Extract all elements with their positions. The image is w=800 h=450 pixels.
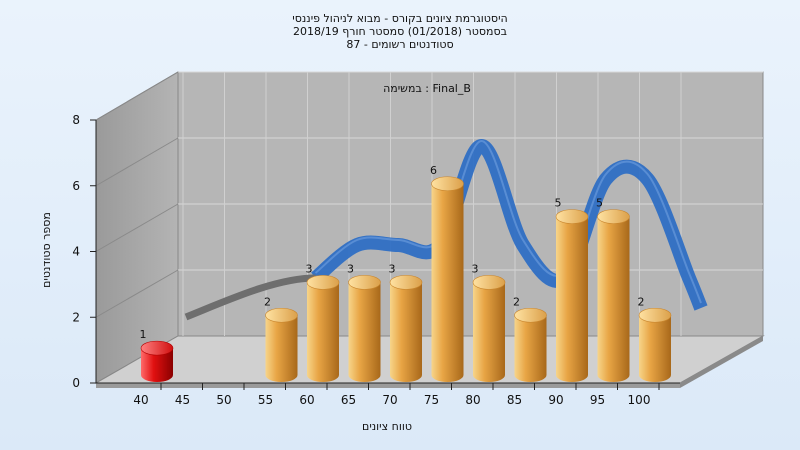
bar-top — [514, 307, 547, 323]
grid-line-side — [95, 137, 179, 187]
x-ticks: 40 45 50 55 60 65 70 75 80 85 90 95 100 — [133, 383, 660, 407]
bar-40: 1 — [140, 328, 174, 382]
trend-ribbon — [310, 139, 708, 311]
x-tick-label: 45 — [175, 393, 190, 407]
bar-value-label: 6 — [430, 164, 437, 177]
bar-top — [638, 307, 672, 323]
bars: 1 2 3 3 3 6 3 2 5 5 2 — [140, 164, 672, 382]
x-tick-label: 100 — [628, 393, 651, 407]
right-floor-edge — [680, 336, 763, 388]
bar-value-label: 2 — [638, 295, 645, 308]
bar-top — [306, 275, 340, 290]
title-line-2: בסמסטר (01/2018) סמסטר חורף 2018/19 — [293, 25, 507, 38]
bar-top — [431, 176, 464, 192]
bar-100: 2 — [638, 295, 672, 382]
bar-body — [473, 282, 505, 382]
x-tick-label: 90 — [548, 393, 563, 407]
bar-75: 6 — [430, 164, 464, 382]
bar-65: 3 — [347, 262, 381, 382]
bar-top — [597, 209, 630, 224]
bar-top — [348, 275, 381, 290]
x-tick-label: 80 — [465, 393, 480, 407]
bar-top — [265, 307, 298, 323]
bar-body — [431, 183, 464, 382]
bar-body — [597, 216, 630, 382]
bar-top — [472, 275, 506, 290]
chart-title: היסטוגרמת ציונים בקורס - מבוא לניהול פינ… — [292, 12, 507, 51]
grid-lines — [95, 71, 763, 336]
grid-line-side — [95, 203, 179, 252]
floor-edge — [96, 383, 680, 388]
bar-value-label: 3 — [306, 262, 313, 275]
bar-value-label: 2 — [513, 295, 520, 308]
x-tick-label: 50 — [216, 393, 231, 407]
x-tick-label: 75 — [424, 393, 439, 407]
grid-line-side — [95, 269, 179, 318]
bar-body — [307, 282, 339, 382]
bar-80: 3 — [472, 262, 506, 382]
bar-top — [389, 275, 423, 290]
title-line-3: סטודנטים רשומים - 87 — [346, 38, 453, 51]
x-tick-label: 65 — [341, 393, 356, 407]
bar-55: 2 — [264, 295, 298, 382]
bar-body — [348, 282, 381, 382]
bar-85: 2 — [513, 295, 547, 382]
x-tick-label: 60 — [299, 393, 314, 407]
x-tick-label: 95 — [590, 393, 605, 407]
bar-95: 5 — [596, 197, 630, 382]
bar-top — [555, 209, 589, 224]
bar-body — [556, 216, 588, 382]
y-tick-label: 4 — [72, 245, 80, 259]
x-tick-label: 40 — [133, 393, 148, 407]
grid-line-side — [95, 71, 179, 121]
bar-value-label: 3 — [472, 262, 479, 275]
bar-90: 5 — [555, 197, 589, 382]
x-tick-label: 85 — [507, 393, 522, 407]
y-axis-title: מספר סטודנטים — [40, 212, 53, 288]
y-ticks: 0 2 4 6 8 — [72, 113, 96, 390]
bar-value-label: 3 — [347, 262, 354, 275]
x-axis-title: טווח ציונים — [362, 420, 412, 433]
x-tick-label: 55 — [258, 393, 273, 407]
bar-value-label: 5 — [596, 197, 603, 210]
plot-subtitle: במשימה : Final_B — [383, 82, 471, 95]
bar-value-label: 5 — [555, 197, 562, 210]
trend-ribbon-highlight — [314, 139, 702, 304]
y-tick-label: 2 — [72, 310, 80, 324]
x-tick-label: 70 — [382, 393, 397, 407]
bar-body — [514, 315, 547, 382]
trend-ribbon-grey — [184, 274, 316, 321]
bar-top — [140, 340, 174, 356]
bar-70: 3 — [389, 262, 423, 382]
y-tick-label: 8 — [72, 113, 80, 127]
y-tick-label: 0 — [72, 376, 80, 390]
trend-band — [184, 139, 708, 321]
bar-value-label: 2 — [264, 295, 271, 308]
bar-body — [141, 348, 173, 382]
bar-body — [390, 282, 422, 382]
bar-value-label: 3 — [389, 262, 396, 275]
bar-body — [265, 315, 298, 382]
bar-body — [639, 315, 671, 382]
y-tick-label: 6 — [72, 179, 80, 193]
bar-value-label: 1 — [140, 328, 147, 341]
title-line-1: היסטוגרמת ציונים בקורס - מבוא לניהול פינ… — [292, 12, 507, 25]
bar-60: 3 — [306, 262, 340, 382]
